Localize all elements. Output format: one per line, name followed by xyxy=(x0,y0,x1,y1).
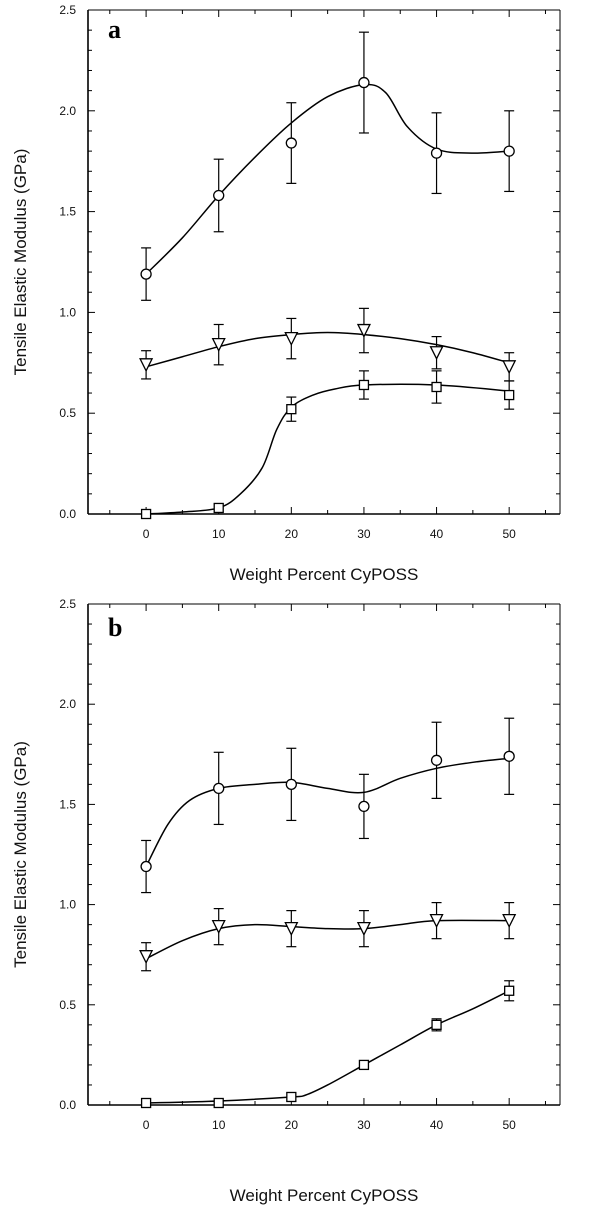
series-line xyxy=(145,919,510,960)
data-point-triangle xyxy=(429,346,444,361)
data-point-triangle xyxy=(139,358,154,373)
y-tick-label: 1.5 xyxy=(59,205,76,219)
y-axis-title: Tensile Elastic Modulus (GPa) xyxy=(11,741,30,968)
data-point-circle xyxy=(140,860,152,873)
y-tick-label: 1.5 xyxy=(59,797,76,811)
data-point-square xyxy=(504,389,515,401)
x-axis-title: Weight Percent CyPOSS xyxy=(230,1186,419,1205)
data-point-square xyxy=(213,502,224,514)
data-point-triangle xyxy=(284,921,299,937)
x-tick-label: 10 xyxy=(212,1118,226,1132)
data-point-square xyxy=(140,508,152,520)
data-point-circle xyxy=(213,189,225,202)
data-point-triangle xyxy=(284,331,299,347)
series-line xyxy=(146,990,510,1104)
x-tick-label: 20 xyxy=(285,1118,299,1132)
data-point-triangle xyxy=(211,338,226,353)
series-circle xyxy=(140,31,515,301)
data-point-square xyxy=(286,1091,297,1103)
data-point-circle xyxy=(503,145,515,157)
data-point-square xyxy=(286,404,297,415)
y-tick-label: 2.5 xyxy=(59,597,76,611)
data-point-square xyxy=(431,1019,442,1030)
data-point-circle xyxy=(213,782,225,795)
data-point-square xyxy=(504,985,515,996)
y-tick-label: 2.0 xyxy=(59,697,76,711)
x-tick-label: 20 xyxy=(285,527,299,541)
series-square xyxy=(140,980,515,1109)
data-point-triangle xyxy=(502,360,517,375)
y-tick-label: 2.5 xyxy=(59,3,76,17)
data-point-square xyxy=(140,1097,152,1109)
data-point-circle xyxy=(358,76,370,89)
series-circle xyxy=(140,717,515,894)
panel-label: a xyxy=(108,15,121,44)
data-point-circle xyxy=(285,137,297,149)
data-point-triangle xyxy=(356,323,371,338)
x-tick-label: 50 xyxy=(502,527,516,541)
data-point-circle xyxy=(503,750,515,762)
data-point-circle xyxy=(430,754,443,766)
series-line xyxy=(146,383,510,515)
y-tick-label: 0.5 xyxy=(59,406,76,420)
data-point-square xyxy=(358,1059,370,1071)
x-tick-label: 30 xyxy=(357,527,371,541)
series-line xyxy=(145,331,510,368)
x-tick-label: 30 xyxy=(357,1118,371,1132)
series-square xyxy=(140,370,515,520)
chart-panel-a: 0.0 0.5 1.0 1.5 2.0 2.5 0 10 20 30 40 50 Weight Perc… xyxy=(11,3,561,584)
data-point-square xyxy=(431,381,442,393)
data-point-triangle xyxy=(211,919,226,935)
data-point-circle xyxy=(140,268,152,280)
data-point-square xyxy=(213,1097,224,1109)
data-point-square xyxy=(358,379,370,391)
x-axis-title: Weight Percent CyPOSS xyxy=(230,565,419,584)
series-triangle-down xyxy=(139,307,517,382)
y-tick-label: 1.0 xyxy=(59,898,76,912)
panel-label: b xyxy=(108,613,122,642)
data-point-triangle xyxy=(139,950,154,965)
series-triangle-down xyxy=(139,901,517,972)
chart-panel-b: 0.0 0.5 1.0 1.5 2.0 2.5 0 10 20 30 40 50 Weight Perc… xyxy=(11,597,561,1205)
y-tick-label: 0.5 xyxy=(59,998,76,1012)
data-point-triangle xyxy=(429,913,444,929)
x-tick-label: 0 xyxy=(143,527,150,541)
data-point-circle xyxy=(285,778,297,791)
data-point-triangle xyxy=(502,913,517,929)
data-point-triangle xyxy=(356,921,371,937)
series-line xyxy=(145,757,510,867)
y-tick-label: 1.0 xyxy=(59,305,76,319)
series-line xyxy=(145,83,510,275)
y-tick-label: 0.0 xyxy=(59,507,76,521)
x-tick-label: 40 xyxy=(430,1118,444,1132)
y-tick-label: 2.0 xyxy=(59,104,76,118)
x-tick-label: 50 xyxy=(502,1118,516,1132)
x-tick-label: 10 xyxy=(212,527,226,541)
x-tick-label: 0 xyxy=(143,1118,150,1132)
x-tick-label: 40 xyxy=(430,527,444,541)
data-point-circle xyxy=(358,800,370,813)
y-axis-title: Tensile Elastic Modulus (GPa) xyxy=(11,149,30,376)
data-point-circle xyxy=(430,147,443,159)
y-tick-label: 0.0 xyxy=(59,1098,76,1112)
